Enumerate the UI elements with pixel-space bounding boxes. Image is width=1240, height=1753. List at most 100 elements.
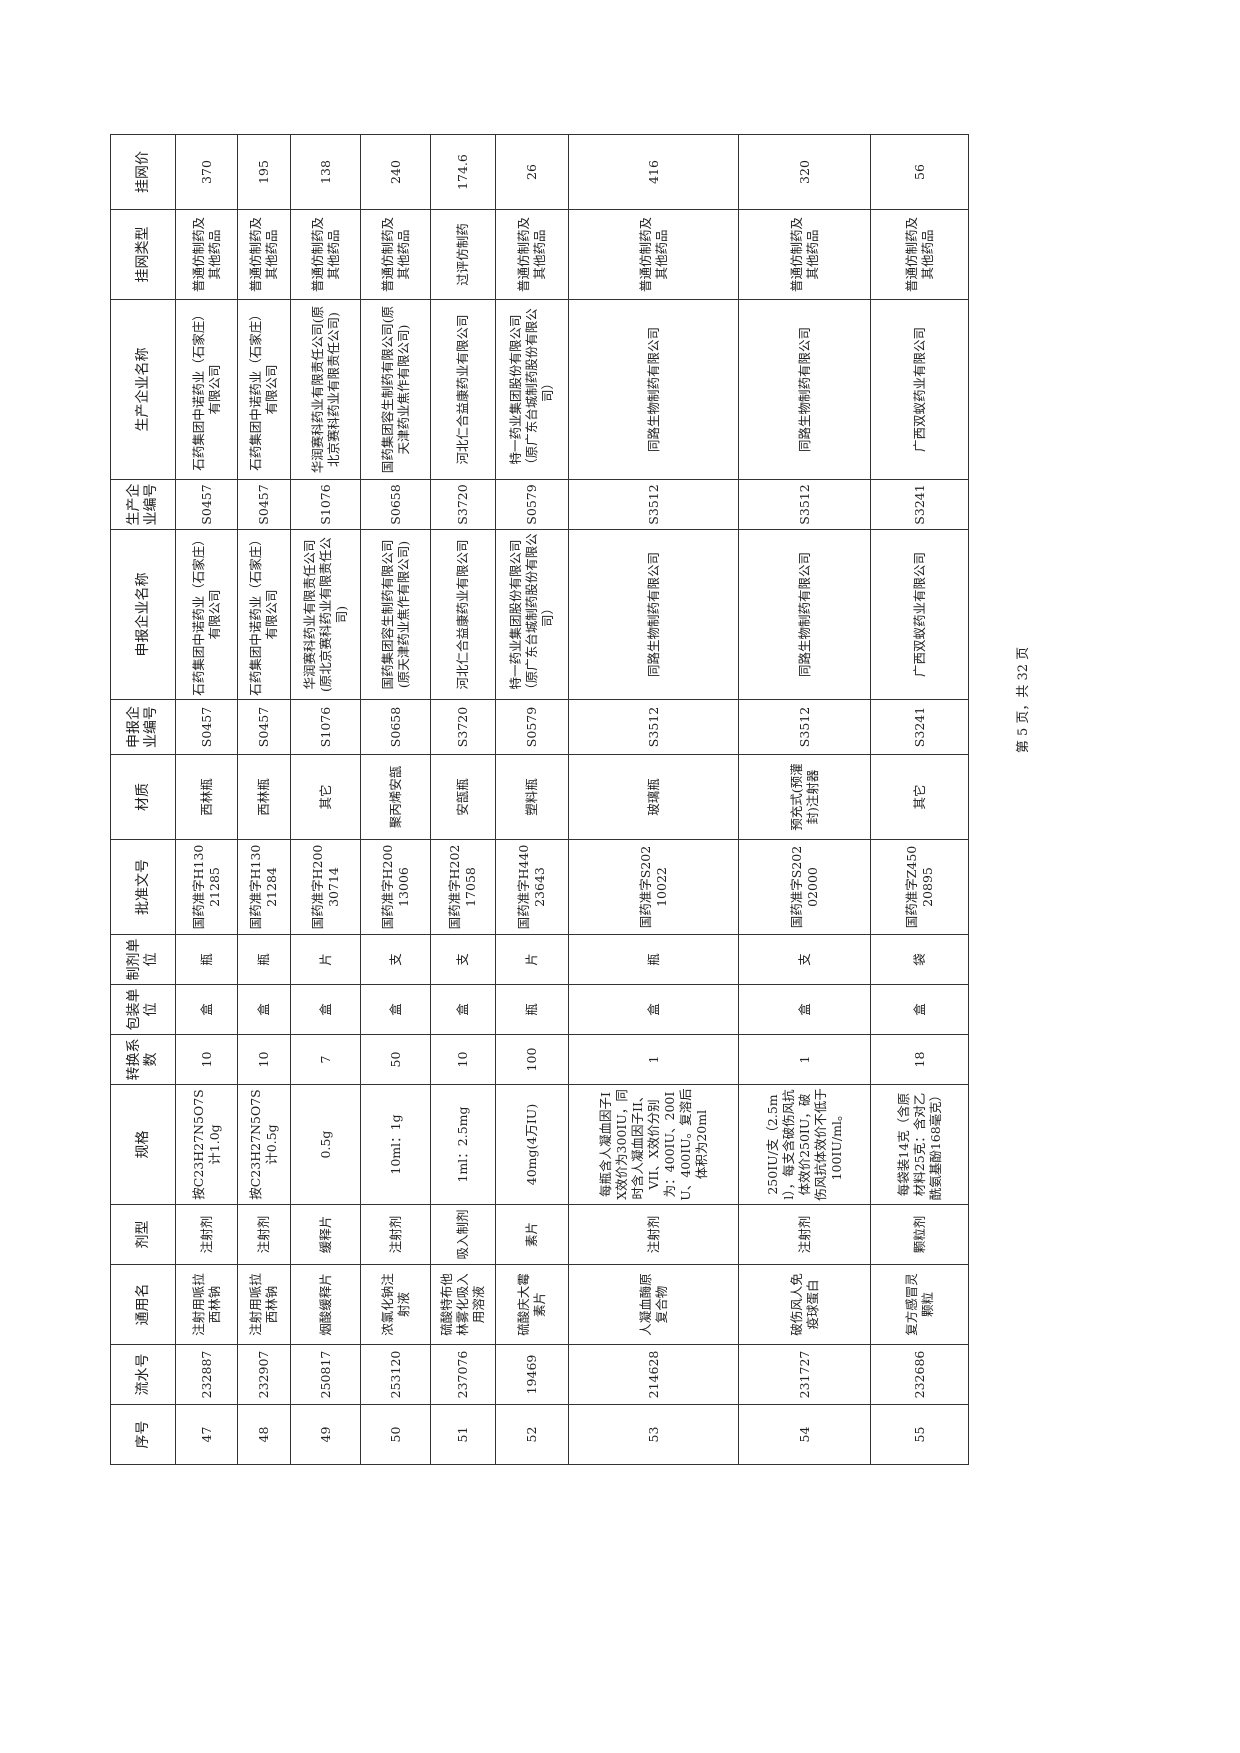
- table-cell: 普通仿制药及其他药品: [175, 209, 238, 300]
- table-cell: 硫酸特布他林雾化吸入用溶液: [430, 1264, 496, 1345]
- table-cell: 预充式(预灌封)注射器: [738, 754, 871, 840]
- table-cell: 按C23H27N5O7S计0.5g: [237, 1084, 291, 1205]
- table-cell: 注射用哌拉西林钠: [237, 1264, 291, 1345]
- table-cell: 0.5g: [290, 1084, 361, 1205]
- table-cell: 240: [360, 134, 431, 210]
- table-cell: 237076: [430, 1344, 496, 1405]
- column-header: 生产企业编号: [110, 479, 176, 530]
- table-cell: 195: [237, 134, 291, 210]
- table-cell: S0658: [360, 479, 431, 530]
- table-row: 47 232887 注射用哌拉西林钠 注射剂 按C23H27N5O7S计1.0g 10 盒瓶…: [175, 134, 238, 1465]
- column-header: 批准文号: [110, 839, 176, 935]
- table-cell: 250IU/支（2.5ml），每支含破伤风抗体效价250IU，破伤风抗体效价不低…: [738, 1084, 871, 1205]
- table-cell: 国药准字H20013006: [360, 839, 431, 935]
- table-cell: 支: [738, 934, 871, 985]
- table-cell: 国药准字H44023643: [495, 839, 569, 935]
- table-cell: 普通仿制药及其他药品: [237, 209, 291, 300]
- table-cell: 50: [360, 1404, 431, 1465]
- table-cell: 232907: [237, 1344, 291, 1405]
- table-cell: S3720: [430, 479, 496, 530]
- table-cell: 硫酸庆大霉素片: [495, 1264, 569, 1345]
- table-cell: 注射剂: [360, 1204, 431, 1265]
- table-cell: 河北仁合益康药业有限公司: [430, 299, 496, 480]
- table-header-row: 序号 流水号 通用名 剂型 规格 转换系数 包装单位 制剂单位 批准文号 材质 申报企业编号 申报企业…: [110, 134, 176, 1465]
- table-cell: 片: [495, 934, 569, 985]
- table-cell: S3241: [870, 699, 969, 755]
- table-cell: 西林瓶: [175, 754, 238, 840]
- column-header: 申报企业编号: [110, 699, 176, 755]
- table-cell: 特一药业集团股份有限公司（原广东台城制药股份有限公司）: [495, 299, 569, 480]
- table-cell: 232686: [870, 1344, 969, 1405]
- table-cell: 盒: [175, 984, 238, 1035]
- table-cell: 其它: [870, 754, 969, 840]
- table-cell: 10: [237, 1034, 291, 1085]
- table-row: 53 214628 人凝血酶原复合物 注射剂 每瓶含人凝血因子IX效价为300IU，同时…: [568, 134, 739, 1465]
- table-cell: 河北仁合益康药业有限公司: [430, 529, 496, 700]
- table-cell: 其它: [290, 754, 361, 840]
- table-cell: 聚丙烯安瓿: [360, 754, 431, 840]
- table-cell: 盒: [360, 984, 431, 1035]
- column-header: 序号: [110, 1404, 176, 1465]
- table-cell: 烟酸缓释片: [290, 1264, 361, 1345]
- table-cell: 普通仿制药及其他药品: [360, 209, 431, 300]
- table-cell: 174.6: [430, 134, 496, 210]
- rotated-page-content: 序号 流水号 通用名 剂型 规格 转换系数 包装单位 制剂单位 批准文号 材质 申报企业编号 申报企业…: [110, 134, 969, 1465]
- table-cell: S1076: [290, 479, 361, 530]
- table-cell: 138: [290, 134, 361, 210]
- table-cell: 过评仿制药: [430, 209, 496, 300]
- table-cell: 颗粒剂: [870, 1204, 969, 1265]
- column-header: 申报企业名称: [110, 529, 176, 700]
- table-cell: 49: [290, 1404, 361, 1465]
- table-cell: 国药准字H13021284: [237, 839, 291, 935]
- table-cell: S0457: [175, 699, 238, 755]
- column-header: 材质: [110, 754, 176, 840]
- table-cell: 18: [870, 1034, 969, 1085]
- table-cell: 普通仿制药及其他药品: [495, 209, 569, 300]
- table-cell: 56: [870, 134, 969, 210]
- table-cell: 同路生物制药有限公司: [738, 299, 871, 480]
- table-cell: S0457: [237, 699, 291, 755]
- table-cell: 普通仿制药及其他药品: [290, 209, 361, 300]
- column-header: 规格: [110, 1084, 176, 1205]
- table-cell: 支: [360, 934, 431, 985]
- table-cell: 250817: [290, 1344, 361, 1405]
- table-cell: 416: [568, 134, 739, 210]
- table-row: 50 253120 浓氯化钠注射液 注射剂 10ml：1g 50 盒支国药准字H200130…: [360, 134, 431, 1465]
- drug-price-table: 序号 流水号 通用名 剂型 规格 转换系数 包装单位 制剂单位 批准文号 材质 申报企业编号 申报企业…: [110, 134, 969, 1465]
- table-cell: 注射剂: [237, 1204, 291, 1265]
- table-cell: 盒: [568, 984, 739, 1035]
- table-cell: 国药准字S20210022: [568, 839, 739, 935]
- table-cell: 素片: [495, 1204, 569, 1265]
- table-cell: 231727: [738, 1344, 871, 1405]
- table-cell: 国药准字S20202000: [738, 839, 871, 935]
- table-cell: 47: [175, 1404, 238, 1465]
- table-cell: 214628: [568, 1344, 739, 1405]
- table-cell: 同路生物制药有限公司: [568, 529, 739, 700]
- table-cell: 盒: [870, 984, 969, 1035]
- table-cell: S0457: [175, 479, 238, 530]
- table-cell: 253120: [360, 1344, 431, 1405]
- column-header: 挂网类型: [110, 209, 176, 300]
- table-cell: 51: [430, 1404, 496, 1465]
- table-cell: S3512: [568, 699, 739, 755]
- table-cell: 48: [237, 1404, 291, 1465]
- table-cell: 华润赛科药业有限责任公司(原北京赛科药业有限责任公司): [290, 299, 361, 480]
- table-cell: 10: [175, 1034, 238, 1085]
- table-cell: 盒: [738, 984, 871, 1035]
- table-cell: 瓶: [237, 934, 291, 985]
- table-cell: 1: [568, 1034, 739, 1085]
- table-cell: 特一药业集团股份有限公司（原广东台城制药股份有限公司）: [495, 529, 569, 700]
- table-cell: 40mg(4万IU): [495, 1084, 569, 1205]
- table-cell: 1ml：2.5mg: [430, 1084, 496, 1205]
- table-cell: 国药准字H13021285: [175, 839, 238, 935]
- table-cell: 瓶: [175, 934, 238, 985]
- table-cell: 注射剂: [175, 1204, 238, 1265]
- table-cell: 国药准字H20030714: [290, 839, 361, 935]
- table-cell: S0579: [495, 699, 569, 755]
- table-cell: 普通仿制药及其他药品: [738, 209, 871, 300]
- table-cell: 注射用哌拉西林钠: [175, 1264, 238, 1345]
- page-number: 第 5 页，共 32 页: [1016, 646, 1031, 754]
- table-cell: 232887: [175, 1344, 238, 1405]
- table-cell: S1076: [290, 699, 361, 755]
- table-cell: 石药集团中诺药业（石家庄）有限公司: [237, 529, 291, 700]
